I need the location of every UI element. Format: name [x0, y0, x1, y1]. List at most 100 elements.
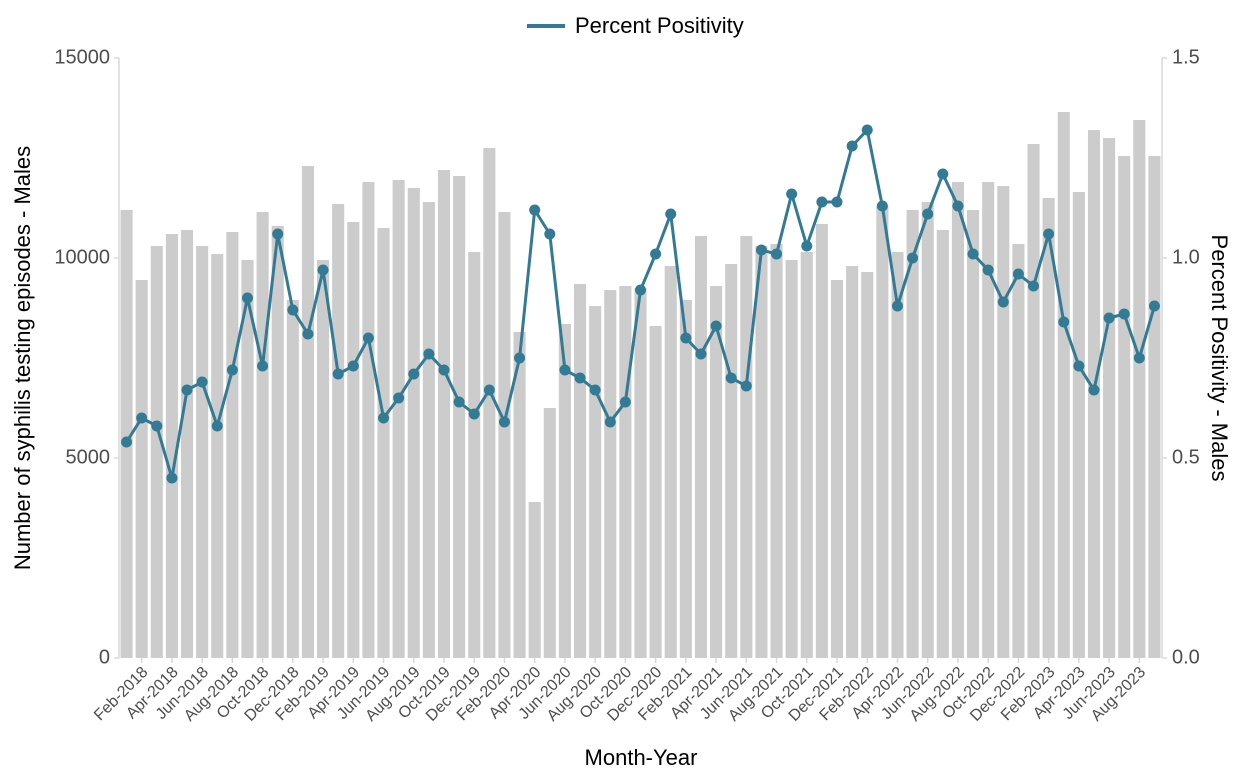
bar [120, 210, 133, 658]
y-tick-label: 15000 [54, 46, 110, 68]
bar [241, 260, 254, 658]
bar [891, 252, 904, 658]
y2-axis-title: Percent Positivity - Males [1207, 235, 1232, 482]
point [514, 352, 526, 364]
bar [362, 182, 375, 658]
point [378, 412, 390, 424]
bar [951, 182, 964, 658]
bar [997, 186, 1010, 658]
point [891, 300, 903, 312]
bar [573, 284, 587, 658]
bar [226, 232, 239, 658]
point [226, 364, 238, 376]
bar [528, 502, 541, 658]
bar [876, 206, 889, 658]
point [922, 208, 934, 220]
bar [332, 204, 345, 658]
point [665, 208, 677, 220]
bar [906, 210, 919, 658]
point [393, 392, 405, 404]
bar [1057, 112, 1070, 658]
point [816, 196, 828, 208]
bar [437, 170, 451, 658]
bar [347, 222, 360, 658]
point [257, 360, 269, 372]
point [408, 368, 420, 380]
bar [180, 230, 194, 658]
y2-tick-label: 0.0 [1172, 646, 1200, 668]
point [1118, 308, 1130, 320]
point [498, 416, 510, 428]
bar [256, 212, 269, 658]
bar [770, 244, 783, 658]
point [801, 240, 813, 252]
point [861, 124, 873, 136]
point [1073, 360, 1085, 372]
y2-tick-label: 1.0 [1172, 246, 1200, 268]
bar [634, 288, 647, 658]
point [347, 360, 359, 372]
point [241, 292, 253, 304]
bar [1133, 120, 1146, 658]
point [771, 248, 783, 260]
point [121, 436, 133, 448]
point [574, 372, 586, 384]
point [302, 328, 314, 340]
y2-tick-label: 1.5 [1172, 46, 1200, 68]
bar [301, 166, 314, 658]
point [196, 376, 208, 388]
point [1028, 280, 1040, 292]
point [952, 200, 964, 212]
point [136, 412, 148, 424]
bar [1148, 156, 1161, 658]
point [695, 348, 707, 360]
bar [694, 236, 708, 658]
point [272, 228, 284, 240]
point [559, 364, 571, 376]
bar [664, 266, 677, 658]
bar [483, 148, 496, 658]
point [710, 320, 722, 332]
bar [800, 252, 813, 658]
y-tick-label: 10000 [54, 246, 110, 268]
bar [1027, 144, 1040, 658]
bar [725, 264, 738, 658]
point [287, 304, 299, 316]
bar [422, 202, 435, 658]
point [468, 408, 480, 420]
y2-tick-label: 0.5 [1172, 446, 1200, 468]
bar [468, 252, 481, 658]
point [423, 348, 435, 360]
bar [271, 226, 284, 658]
point [876, 200, 888, 212]
point [544, 228, 556, 240]
point [317, 264, 329, 276]
point [846, 140, 858, 152]
point [181, 384, 193, 396]
point [740, 380, 752, 392]
bar [1012, 244, 1025, 658]
bar [286, 300, 299, 658]
point [650, 248, 662, 260]
bar [392, 180, 405, 658]
bar [196, 246, 209, 658]
bar [967, 210, 980, 658]
y-tick-label: 0 [99, 646, 110, 668]
point [1148, 300, 1160, 312]
y-axis-title: Number of syphilis testing episodes - Ma… [10, 146, 35, 570]
bar [846, 266, 859, 658]
bar [619, 286, 632, 658]
bar [1103, 138, 1116, 658]
bar [679, 300, 692, 658]
point [725, 372, 737, 384]
bar [830, 280, 844, 658]
point [1012, 268, 1024, 280]
legend-label: Percent Positivity [575, 13, 744, 38]
point [1088, 384, 1100, 396]
point [362, 332, 374, 344]
point [619, 396, 631, 408]
point [453, 396, 465, 408]
point [997, 296, 1009, 308]
